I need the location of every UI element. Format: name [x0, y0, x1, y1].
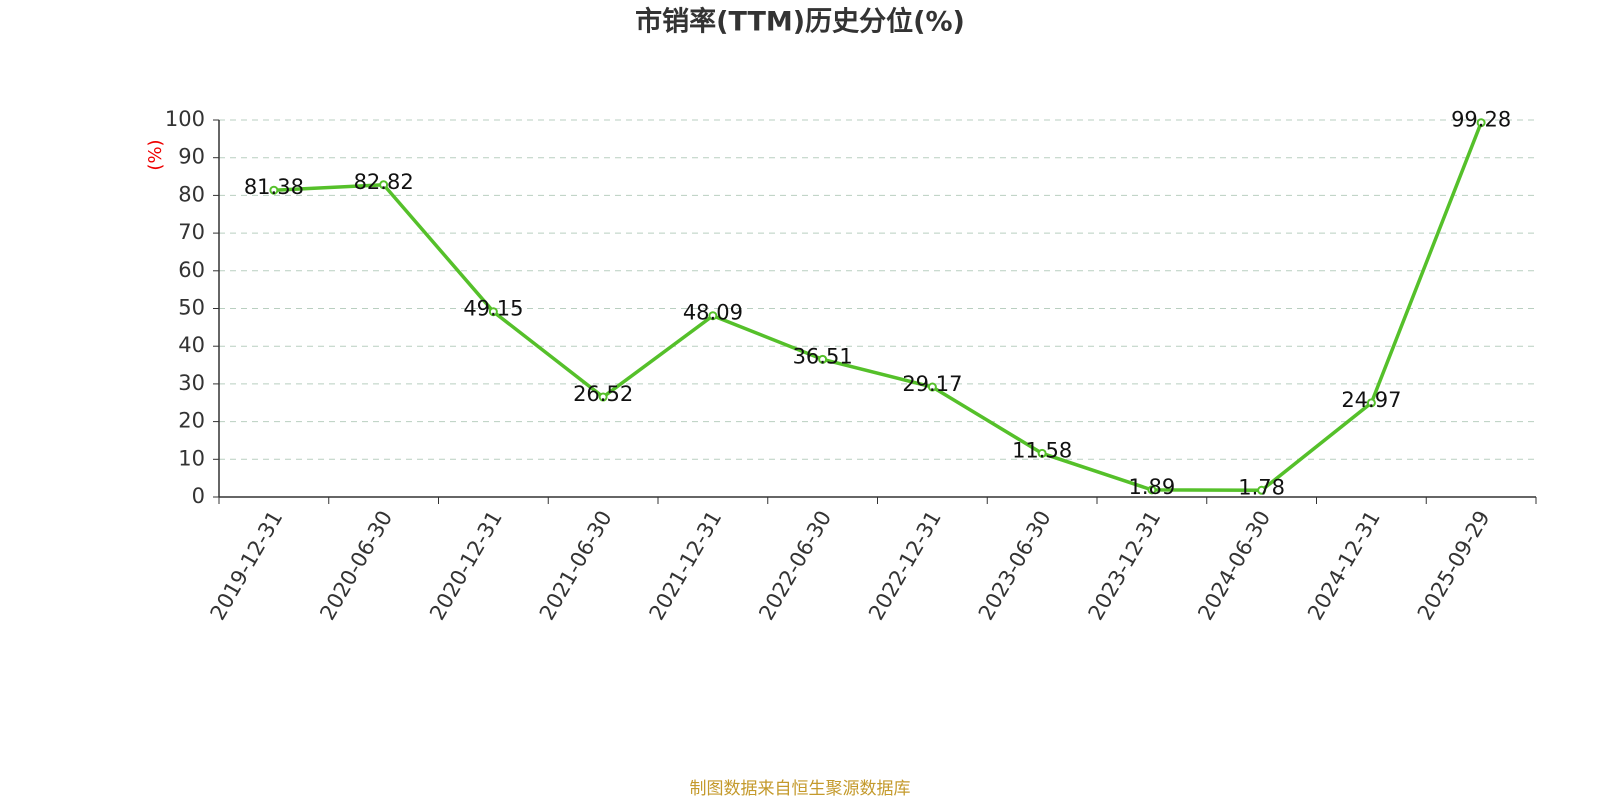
x-tick-label: 2022-12-31: [864, 507, 946, 625]
data-point: [708, 311, 718, 321]
data-point: [1037, 448, 1047, 458]
data-point: [379, 180, 389, 190]
data-line: [273, 122, 1483, 493]
y-tick-label: 70: [178, 220, 205, 244]
data-point: [1476, 118, 1486, 128]
data-label: 11.58: [1012, 438, 1072, 462]
x-tick-label: 2022-06-30: [754, 507, 836, 625]
chart-title: 市销率(TTM)历史分位(%): [635, 6, 965, 38]
data-label: 48.09: [683, 301, 743, 325]
data-label: 26.52: [573, 382, 633, 406]
data-label: 1.78: [1238, 475, 1285, 499]
x-tick-label: 2019-12-31: [206, 507, 288, 625]
y-tick-label: 50: [178, 296, 205, 320]
data-point: [1257, 485, 1267, 495]
data-label: 99.28: [1451, 108, 1511, 132]
data-point: [818, 354, 828, 364]
y-tick-label: 100: [165, 107, 205, 131]
data-point: [927, 382, 937, 392]
data-point: [269, 185, 279, 195]
data-label: 49.15: [463, 297, 523, 321]
x-tick-label: 2021-06-30: [535, 507, 617, 625]
data-point: [1366, 398, 1376, 408]
data-label: 24.97: [1341, 388, 1401, 412]
y-tick-label: 40: [178, 333, 205, 357]
y-tick-label: 80: [178, 182, 205, 206]
data-label: 36.51: [793, 344, 853, 368]
x-tick-label: 2025-09-29: [1413, 507, 1495, 625]
y-tick-label: 10: [178, 446, 205, 470]
data-point: [1147, 485, 1157, 495]
data-point: [598, 392, 608, 402]
y-tick-label: 60: [178, 258, 205, 282]
x-tick-label: 2023-12-31: [1084, 507, 1166, 625]
y-tick-label: 20: [178, 409, 205, 433]
y-tick-label: 0: [192, 484, 205, 508]
x-tick-label: 2023-06-30: [974, 507, 1056, 625]
x-tick-label: 2024-12-31: [1303, 507, 1385, 625]
y-tick-label: 30: [178, 371, 205, 395]
data-label: 81.38: [244, 175, 304, 199]
data-label: 29.17: [902, 372, 962, 396]
data-label: 82.82: [354, 170, 414, 194]
x-tick-label: 2021-12-31: [645, 507, 727, 625]
y-tick-label: 90: [178, 145, 205, 169]
y-axis-label: (%): [145, 139, 166, 170]
x-tick-label: 2024-06-30: [1193, 507, 1275, 625]
x-tick-label: 2020-12-31: [425, 507, 507, 625]
x-tick-label: 2020-06-30: [315, 507, 397, 625]
data-label: 1.89: [1128, 475, 1175, 499]
source-note: 制图数据来自恒生聚源数据库: [690, 779, 911, 799]
data-point: [488, 307, 498, 317]
